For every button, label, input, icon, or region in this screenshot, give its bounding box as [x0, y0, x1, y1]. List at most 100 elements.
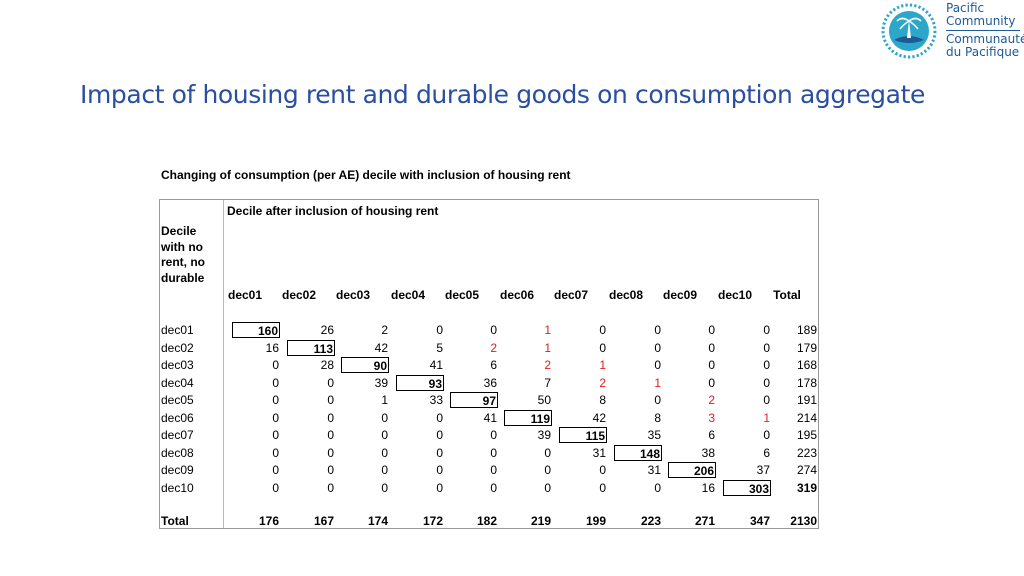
total-cell: 182	[476, 514, 497, 528]
table-cell: 0	[381, 428, 388, 442]
table-cell: 0	[599, 480, 606, 495]
table-cell: 0	[708, 323, 715, 337]
table-cell: 6	[490, 358, 497, 372]
table-cell: 0	[436, 428, 443, 442]
pacific-community-logo: Pacific Community Communauté du Pacifiqu…	[880, 0, 1024, 62]
table-cell: 0	[272, 410, 279, 425]
table-cell: 0	[327, 393, 334, 407]
row-label-dec04: dec04	[161, 375, 194, 390]
table-cell: 0	[544, 463, 551, 477]
table-cell: 0	[272, 428, 279, 442]
row-label-dec08: dec08	[161, 445, 194, 460]
table-cell: 223	[796, 445, 817, 460]
column-header-dec03: dec03	[335, 288, 371, 302]
table-cell: 42	[374, 340, 388, 355]
table-cell: 0	[436, 463, 443, 477]
table-cell: 1	[654, 375, 661, 390]
logo-line-1: Pacific	[946, 1, 985, 15]
table-cell: 26	[320, 323, 334, 337]
table-cell: 50	[537, 393, 551, 407]
logo-text: Pacific Community Communauté du Pacifiqu…	[946, 2, 1024, 59]
table-cell: 0	[708, 340, 715, 355]
table-cell: 0	[599, 340, 606, 355]
table-cell: 0	[436, 410, 443, 425]
row-label-dec03: dec03	[161, 358, 194, 372]
table-cell: 0	[544, 480, 551, 495]
table-cell: 6	[763, 445, 770, 460]
table-cell: 115	[559, 427, 607, 443]
table-caption: Changing of consumption (per AE) decile …	[161, 168, 571, 182]
row-header-line: with no	[161, 239, 203, 254]
row-label-dec10: dec10	[161, 480, 194, 495]
table-cell: 0	[490, 428, 497, 442]
table-cell: 0	[544, 445, 551, 460]
column-header-dec07: dec07	[553, 288, 589, 302]
table-cell: 0	[436, 480, 443, 495]
table-cell: 93	[396, 374, 444, 391]
table-cell: 0	[599, 323, 606, 337]
column-header-dec08: dec08	[608, 288, 644, 302]
total-cell: 271	[694, 514, 715, 528]
table-cell: 179	[796, 340, 817, 355]
table-cell: 36	[483, 375, 497, 390]
table-cell: 0	[272, 375, 279, 390]
table-cell: 206	[668, 462, 716, 478]
table-cell: 0	[381, 410, 388, 425]
table-cell: 274	[796, 463, 817, 477]
logo-line-3: Communauté	[946, 32, 1024, 46]
table-cell: 6	[708, 428, 715, 442]
table-cell: 8	[599, 393, 606, 407]
table-cell: 0	[763, 375, 770, 390]
table-cell: 0	[436, 445, 443, 460]
table-cell: 0	[490, 463, 497, 477]
table-cell: 0	[654, 340, 661, 355]
table-cell: 0	[272, 393, 279, 407]
table-cell: 0	[272, 463, 279, 477]
table-cell: 0	[436, 323, 443, 337]
row-header-line: Decile	[161, 224, 197, 238]
column-header-dec05: dec05	[444, 288, 480, 302]
total-cell: 347	[749, 514, 770, 528]
table-cell: 0	[708, 358, 715, 372]
table-cell: 1	[599, 358, 606, 372]
table-cell: 7	[544, 375, 551, 390]
table-cell: 39	[374, 375, 388, 390]
table-cell: 0	[327, 463, 334, 477]
table-cell: 97	[450, 392, 498, 408]
table-cell: 0	[327, 375, 334, 390]
table-cell: 41	[429, 358, 443, 372]
table-cell: 1	[763, 410, 770, 425]
table-divider	[223, 200, 224, 528]
table-cell: 2	[599, 375, 606, 390]
page-title: Impact of housing rent and durable goods…	[80, 80, 925, 109]
row-header: Decile with no rent, no durable	[161, 224, 205, 286]
column-header-dec04: dec04	[390, 288, 426, 302]
table-cell: 0	[654, 358, 661, 372]
total-cell: 2130	[790, 514, 817, 528]
table-cell: 42	[592, 410, 606, 425]
table-cell: 214	[796, 410, 817, 425]
table-cell: 37	[756, 463, 770, 477]
column-header-total: Total	[773, 288, 801, 302]
table-cell: 39	[537, 428, 551, 442]
table-cell: 0	[763, 323, 770, 337]
table-cell: 0	[654, 323, 661, 337]
table-cell: 0	[272, 480, 279, 495]
table-cell: 2	[381, 323, 388, 337]
table-cell: 0	[763, 340, 770, 355]
table-cell: 0	[272, 358, 279, 372]
table-cell: 0	[763, 393, 770, 407]
total-cell: 172	[422, 514, 443, 528]
table-cell: 8	[654, 410, 661, 425]
table-cell: 113	[287, 339, 335, 356]
row-label-dec01: dec01	[161, 323, 194, 337]
row-label-total: Total	[161, 514, 189, 528]
column-group-header: Decile after inclusion of housing rent	[227, 204, 439, 218]
table-cell: 0	[490, 480, 497, 495]
table-cell: 35	[647, 428, 661, 442]
column-header-dec01: dec01	[227, 288, 263, 302]
table-cell: 16	[265, 340, 279, 355]
row-header-line: rent, no	[161, 255, 205, 269]
table-cell: 0	[708, 375, 715, 390]
table-cell: 319	[796, 480, 817, 495]
